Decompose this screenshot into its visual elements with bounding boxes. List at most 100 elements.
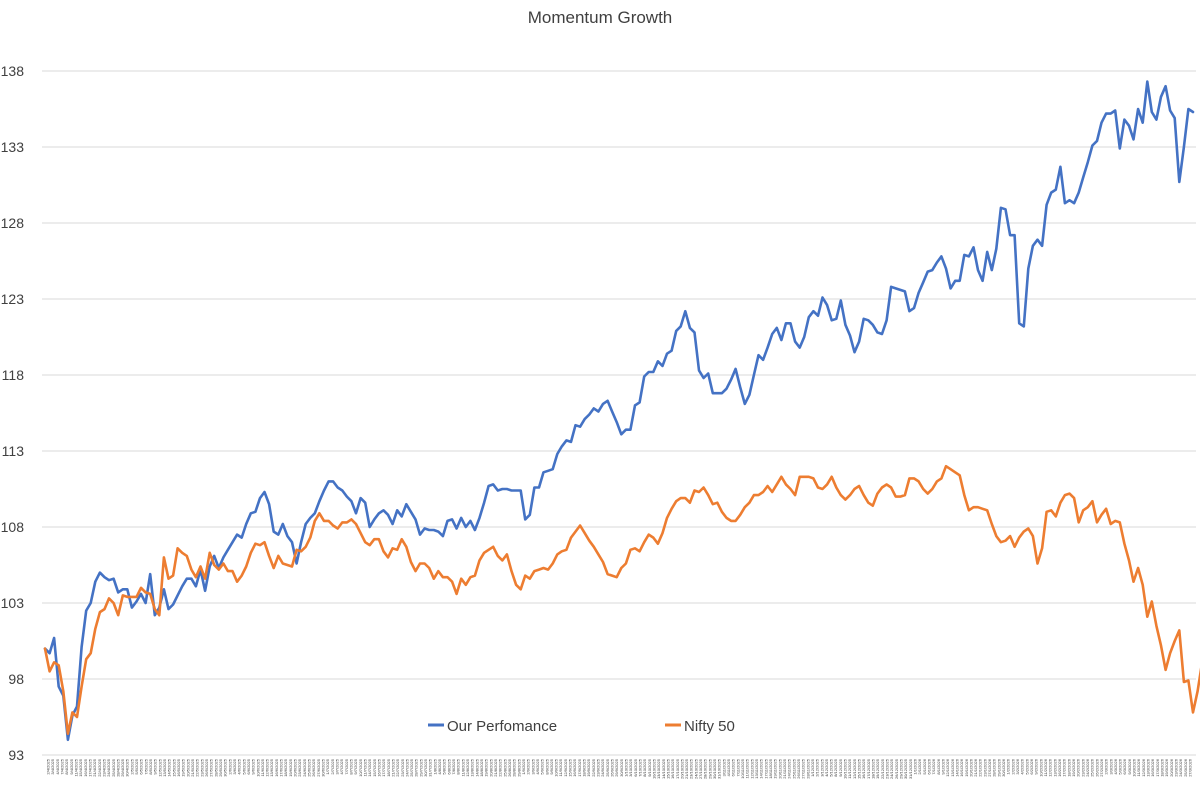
x-tick-label: 9/1/2026 xyxy=(940,758,945,774)
y-axis: 93 98 103 108 113 118 123 128 133 138 xyxy=(1,63,25,763)
legend-item-our-perfomance[interactable]: Our Perfomance xyxy=(428,718,557,735)
x-tick-label: 7/4/2025 xyxy=(59,758,64,774)
x-tick-label: 16/7/2025 xyxy=(376,758,381,777)
x-tick-label: 6/11/2025 xyxy=(731,758,736,776)
x-tick-label: 19/9/2025 xyxy=(586,758,591,777)
x-tick-label: 16/10/2025 xyxy=(670,758,675,779)
x-tick-label: 9/9/2025 xyxy=(549,758,554,774)
x-tick-label: 17/6/2025 xyxy=(279,758,284,777)
legend[interactable]: Our Perfomance Nifty 50 xyxy=(428,718,735,735)
x-tick-label: 9/12/2025 xyxy=(838,758,843,777)
x-tick-label: 11/9/2025 xyxy=(558,758,563,776)
x-tick-label: 5/12/2025 xyxy=(829,758,834,777)
y-tick-label: 128 xyxy=(1,215,25,231)
y-tick-label: 118 xyxy=(2,367,25,383)
x-tick-label: 10/2/2026 xyxy=(1038,758,1043,777)
x-tick-label: 19/8/2025 xyxy=(484,758,489,777)
x-tick-label: 13/1/2026 xyxy=(950,758,955,777)
x-tick-label: 27/3/2026 xyxy=(1188,758,1193,777)
x-tick-label: 26/6/2025 xyxy=(311,758,316,777)
x-tick-label: 23/7/2025 xyxy=(400,758,405,777)
x-tick-label: 4/8/2025 xyxy=(437,758,442,774)
x-tick-label: 16/9/2025 xyxy=(572,758,577,777)
x-tick-label: 7/7/2025 xyxy=(344,758,349,774)
x-tick-label: 3/11/2025 xyxy=(721,758,726,776)
x-tick-label: 4/12/2025 xyxy=(824,758,829,777)
legend-item-nifty-50[interactable]: Nifty 50 xyxy=(665,718,735,735)
x-tick-label: 28/10/2025 xyxy=(703,758,708,779)
x-tick-label: 27/10/2025 xyxy=(698,758,703,779)
x-tick-label: 1/9/2025 xyxy=(521,758,526,774)
x-tick-label: 28/4/2025 xyxy=(115,758,120,777)
x-tick-label: 29/8/2025 xyxy=(516,758,521,777)
x-tick-label: 9/3/2026 xyxy=(1127,758,1132,774)
x-tick-label: 13/8/2025 xyxy=(470,758,475,777)
x-tick-label: 5/1/2026 xyxy=(922,758,927,774)
x-tick-label: 4/4/2025 xyxy=(55,758,60,774)
x-tick-label: 8/4/2025 xyxy=(64,758,69,774)
x-tick-label: 25/4/2025 xyxy=(111,758,116,777)
x-tick-label: 11/11/2025 xyxy=(745,758,750,778)
x-tick-label: 8/7/2025 xyxy=(348,758,353,774)
x-tick-label: 29/12/2025 xyxy=(899,758,904,779)
x-tick-label: 24/2/2026 xyxy=(1085,758,1090,777)
x-tick-label: 15/12/2025 xyxy=(857,758,862,779)
gridlines xyxy=(42,70,1196,756)
x-tick-label: 11/12/2025 xyxy=(847,758,852,778)
x-tick-label: 26/11/2025 xyxy=(796,758,801,778)
x-tick-label: 20/11/2025 xyxy=(777,758,782,778)
x-tick-label: 30/12/2025 xyxy=(903,758,908,779)
x-tick-label: 21/5/2025 xyxy=(190,758,195,777)
x-tick-label: 27/6/2025 xyxy=(316,758,321,777)
x-tick-label: 29/9/2025 xyxy=(614,758,619,777)
x-tick-label: 24/12/2025 xyxy=(889,758,894,779)
x-tick-label: 1/2/2026 xyxy=(1006,758,1011,774)
x-tick-label: 15/7/2025 xyxy=(372,758,377,777)
x-tick-label: 17/9/2025 xyxy=(577,758,582,777)
x-tick-label: 7/11/2025 xyxy=(735,758,740,776)
x-tick-label: 30/5/2025 xyxy=(223,758,228,777)
x-tick-label: 11/6/2025 xyxy=(260,758,265,776)
x-tick-label: 11/8/2025 xyxy=(460,758,465,776)
x-tick-label: 18/3/2026 xyxy=(1160,758,1165,777)
x-tick-label: 12/9/2025 xyxy=(563,758,568,777)
x-tick-label: 15/5/2025 xyxy=(171,758,176,777)
x-tick-label: 1/7/2025 xyxy=(325,758,330,774)
x-tick-label: 11/4/2025 xyxy=(73,758,78,776)
x-tick-label: 21/7/2025 xyxy=(390,758,395,777)
x-tick-label: 27/1/2026 xyxy=(987,758,992,777)
x-tick-label: 18/8/2025 xyxy=(479,758,484,777)
x-tick-label: 8/1/2026 xyxy=(936,758,941,774)
x-tick-label: 22/12/2025 xyxy=(880,758,885,779)
x-tick-label: 12/3/2026 xyxy=(1141,758,1146,777)
x-tick-label: 24/4/2025 xyxy=(106,758,111,777)
x-tick-label: 11/2/2026 xyxy=(1043,758,1048,776)
x-tick-label: 2/3/2026 xyxy=(1104,758,1109,774)
x-tick-label: 2/7/2025 xyxy=(330,758,335,774)
x-tick-label: 20/1/2026 xyxy=(968,758,973,777)
y-tick-label: 93 xyxy=(8,747,24,763)
y-tick-label: 98 xyxy=(8,671,24,687)
x-tick-label: 5/5/2025 xyxy=(134,758,139,774)
x-tick-label: 22/7/2025 xyxy=(395,758,400,777)
x-tick-label: 23/5/2025 xyxy=(199,758,204,777)
x-tick-label: 19/11/2025 xyxy=(773,758,778,778)
x-tick-label: 3/6/2025 xyxy=(232,758,237,774)
x-tick-label: 15/10/2025 xyxy=(665,758,670,779)
x-tick-label: 5/6/2025 xyxy=(241,758,246,774)
x-tick-label: 7/8/2025 xyxy=(451,758,456,774)
y-tick-label: 103 xyxy=(1,595,25,611)
x-tick-label: 17/7/2025 xyxy=(381,758,386,777)
x-tick-label: 21/8/2025 xyxy=(493,758,498,777)
x-tick-label: 15/9/2025 xyxy=(568,758,573,777)
x-tick-label: 29/1/2026 xyxy=(996,758,1001,777)
x-tick-label: 4/11/2025 xyxy=(726,758,731,776)
x-tick-label: 26/2/2026 xyxy=(1094,758,1099,777)
x-tick-label: 6/6/2025 xyxy=(246,758,251,774)
x-tick-label: 16/6/2025 xyxy=(274,758,279,777)
x-tick-label: 31/7/2025 xyxy=(428,758,433,777)
x-tick-label: 16/4/2025 xyxy=(83,758,88,777)
x-tick-label: 5/9/2025 xyxy=(540,758,545,774)
x-tick-label: 30/1/2026 xyxy=(1001,758,1006,777)
